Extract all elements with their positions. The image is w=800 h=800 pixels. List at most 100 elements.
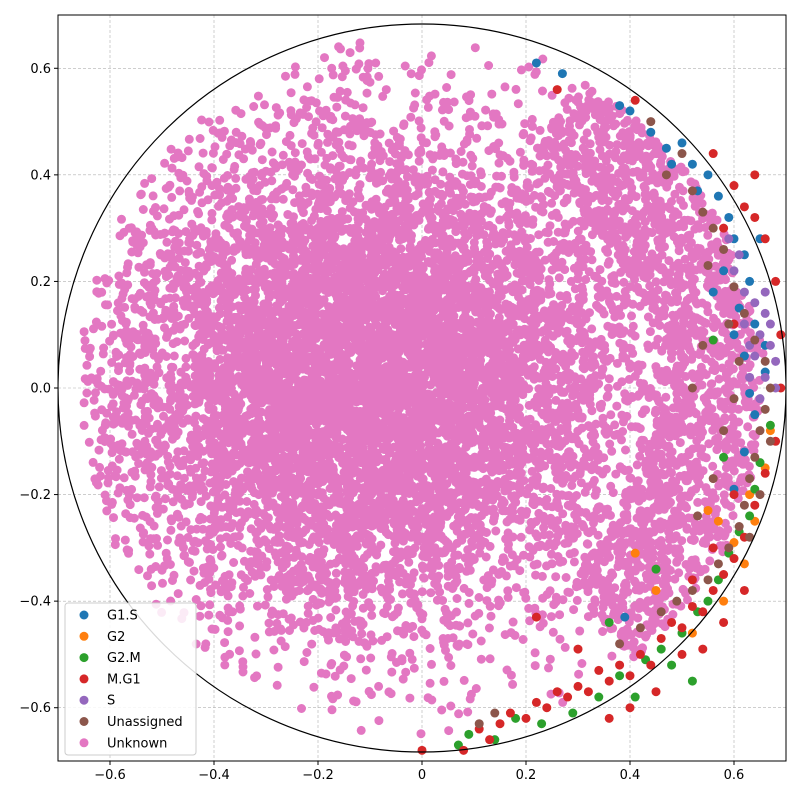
point-s [739, 319, 749, 329]
point-unassigned [724, 319, 734, 329]
point-m-g1 [573, 644, 583, 654]
point-g1-s [729, 330, 739, 340]
legend: G1.S G2 G2.M M.G1 S Unassigned Unknown [64, 602, 197, 756]
point-unassigned [708, 223, 718, 233]
point-g2 [630, 548, 640, 558]
legend-label: Unassigned [107, 715, 183, 730]
point-m-g1 [719, 570, 729, 579]
point-g1-s [646, 127, 656, 137]
point-unassigned [698, 207, 708, 217]
point-m-g1 [677, 649, 687, 659]
point-m-g1 [505, 708, 515, 718]
y-tick-label: −0.2 [19, 488, 51, 503]
point-g2-m [687, 676, 697, 686]
point-unassigned [656, 607, 666, 617]
point-s [734, 250, 744, 260]
point-s [750, 298, 760, 308]
point-unassigned [687, 585, 697, 595]
y-tick-label: 0.0 [30, 382, 51, 397]
x-axis-ticks: −0.6 −0.4 −0.2 0 0.2 0.4 0.6 [94, 761, 744, 783]
point-g2 [687, 628, 697, 638]
point-g1-s [531, 58, 541, 68]
point-g1-s [557, 69, 567, 79]
point-g2-m [703, 596, 713, 606]
point-unassigned [734, 522, 744, 532]
x-tick-label: −0.4 [198, 768, 230, 783]
point-m-g1 [615, 660, 625, 670]
point-s [760, 287, 770, 297]
point-m-g1 [698, 644, 708, 654]
point-m-g1 [750, 212, 760, 222]
point-m-g1 [687, 575, 697, 585]
y-tick-label: 0.6 [30, 62, 51, 77]
point-unassigned [729, 394, 739, 404]
point-m-g1 [459, 745, 469, 755]
point-m-g1 [417, 745, 427, 755]
point-unassigned [490, 708, 500, 718]
point-g1-s [620, 612, 630, 622]
x-tick-label: −0.2 [302, 768, 334, 783]
point-g2 [719, 596, 729, 606]
point-unassigned [745, 474, 755, 484]
point-g2-m [464, 729, 474, 739]
point-g1-s [708, 287, 718, 297]
point-unassigned [687, 383, 697, 393]
point-g1-s [724, 212, 734, 222]
point-m-g1 [750, 500, 760, 510]
point-m-g1 [677, 623, 687, 633]
legend-label: G2.M [107, 651, 141, 666]
x-tick-label: 0.6 [724, 768, 745, 783]
point-g2-m [667, 660, 677, 670]
point-unassigned [724, 543, 734, 553]
point-g2-m [615, 671, 625, 681]
point-g2-m [745, 511, 755, 521]
point-unassigned [698, 340, 708, 350]
point-m-g1 [729, 490, 739, 500]
point-m-g1 [625, 671, 635, 681]
legend-marker [79, 717, 89, 726]
legend-label: G1.S [107, 609, 138, 624]
point-m-g1 [625, 703, 635, 713]
point-unassigned [708, 474, 718, 484]
point-unassigned [739, 308, 749, 318]
point-m-g1 [739, 202, 749, 212]
x-tick-label: 0.2 [516, 768, 537, 783]
point-m-g1 [594, 665, 604, 675]
point-s [755, 394, 765, 404]
point-unassigned [661, 170, 671, 180]
point-m-g1 [708, 149, 718, 159]
point-g2 [651, 585, 661, 595]
point-s [739, 287, 749, 297]
point-g2-m [537, 719, 547, 729]
point-unassigned [734, 356, 744, 366]
point-m-g1 [521, 713, 531, 723]
point-s [750, 351, 760, 361]
point-m-g1 [495, 719, 505, 729]
legend-marker [79, 653, 89, 663]
legend-label: M.G1 [107, 672, 141, 687]
point-m-g1 [563, 692, 573, 702]
point-m-g1 [635, 649, 645, 659]
point-unassigned [729, 282, 739, 292]
point-m-g1 [604, 676, 614, 686]
point-g1-s [713, 191, 723, 201]
point-unassigned [677, 149, 687, 159]
point-g1-s [750, 410, 760, 420]
point-m-g1 [630, 95, 640, 105]
point-unassigned [615, 639, 625, 649]
point-g2-m [708, 335, 718, 345]
point-m-g1 [656, 633, 666, 643]
x-tick-label: 0 [418, 768, 426, 783]
point-s [771, 356, 781, 366]
point-unassigned [755, 490, 765, 500]
point-unassigned [646, 117, 656, 127]
legend-marker [79, 738, 89, 748]
y-tick-label: −0.4 [19, 595, 51, 610]
point-m-g1 [750, 170, 760, 180]
point-m-g1 [646, 660, 656, 670]
point-m-g1 [719, 617, 729, 627]
point-g1-s [667, 159, 677, 169]
point-unassigned [765, 383, 775, 393]
x-tick-label: 0.4 [620, 768, 641, 783]
point-g2-m [568, 708, 578, 718]
